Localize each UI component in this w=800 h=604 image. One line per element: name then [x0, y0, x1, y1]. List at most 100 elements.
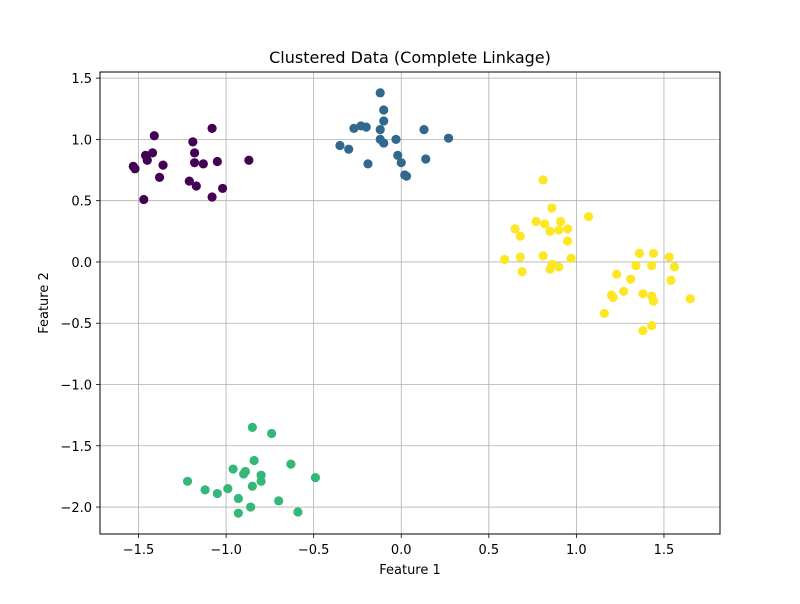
data-point	[239, 469, 249, 479]
data-point	[563, 224, 573, 234]
data-point	[647, 261, 657, 271]
data-point	[666, 275, 676, 285]
data-point	[247, 481, 257, 491]
data-point	[540, 219, 550, 229]
data-point	[191, 181, 201, 191]
data-point	[335, 140, 345, 151]
data-point	[391, 134, 401, 145]
x-tick-label: 0.5	[478, 543, 499, 558]
data-point	[200, 485, 210, 495]
data-point	[375, 124, 385, 135]
data-point	[554, 262, 564, 272]
data-point	[393, 150, 403, 160]
y-tick-label: 0.0	[71, 256, 92, 271]
data-point	[361, 122, 371, 132]
data-point	[443, 133, 454, 143]
y-tick-label: −2.0	[60, 501, 92, 516]
data-point	[545, 226, 555, 236]
data-point	[217, 183, 228, 194]
data-point	[599, 308, 610, 319]
y-tick-label: −1.5	[60, 440, 92, 455]
data-point	[189, 158, 200, 168]
data-point	[648, 296, 659, 306]
data-point	[267, 428, 277, 439]
y-tick-label: 0.5	[71, 195, 92, 210]
data-point	[130, 164, 140, 174]
data-point	[379, 116, 389, 126]
data-point	[212, 488, 222, 499]
data-point	[244, 155, 254, 165]
data-point	[612, 269, 622, 279]
data-point	[608, 292, 618, 303]
data-point	[531, 216, 541, 227]
x-tick-label: 0.0	[391, 543, 412, 558]
x-tick-label: −0.5	[298, 543, 330, 558]
chart-title: Clustered Data (Complete Linkage)	[269, 48, 551, 67]
data-point	[634, 248, 645, 258]
data-point	[566, 253, 576, 263]
data-point	[375, 88, 385, 98]
data-point	[207, 123, 217, 133]
data-points	[128, 88, 695, 518]
plot-frame	[99, 71, 721, 535]
x-tick-label: −1.0	[210, 543, 242, 558]
data-point	[349, 123, 359, 133]
data-point	[396, 158, 406, 168]
data-point	[554, 225, 564, 235]
data-point	[515, 252, 525, 262]
data-point	[563, 236, 573, 246]
data-point	[189, 148, 200, 158]
data-point	[249, 455, 259, 466]
y-tick-label: −1.0	[60, 378, 92, 393]
x-tick-label: 1.0	[566, 543, 587, 558]
data-point	[556, 216, 566, 227]
data-point	[547, 203, 557, 213]
data-point	[538, 175, 548, 185]
data-point	[198, 159, 208, 169]
data-point	[293, 507, 303, 517]
data-point	[515, 231, 525, 241]
data-point	[499, 254, 510, 265]
data-point	[419, 124, 429, 135]
data-point	[545, 264, 555, 274]
data-point	[233, 508, 243, 518]
data-point	[149, 131, 159, 141]
data-point	[379, 138, 389, 148]
x-axis-label: Feature 1	[379, 563, 441, 578]
data-point	[147, 148, 158, 158]
x-tick-label: 1.5	[654, 543, 675, 558]
data-point	[182, 476, 193, 486]
data-point	[188, 137, 198, 147]
grid-lines	[100, 72, 720, 534]
data-point	[154, 172, 165, 182]
data-point	[274, 496, 284, 506]
data-point	[379, 105, 389, 115]
data-point	[207, 192, 217, 202]
data-point	[421, 154, 431, 164]
data-point	[256, 476, 266, 486]
data-point	[648, 248, 659, 258]
data-point	[344, 144, 354, 154]
data-point	[246, 502, 256, 512]
data-point	[158, 160, 168, 170]
data-point	[685, 294, 695, 304]
data-point	[638, 289, 648, 299]
data-point	[638, 325, 648, 336]
data-point	[184, 176, 194, 186]
data-point	[139, 194, 149, 205]
y-tick-label: 1.5	[71, 72, 92, 87]
y-axis-label: Feature 2	[37, 272, 52, 334]
data-point	[517, 267, 527, 277]
data-point	[401, 171, 412, 181]
data-point	[538, 251, 548, 261]
data-point	[363, 159, 373, 169]
data-point	[510, 224, 520, 234]
data-point	[286, 459, 296, 469]
data-point	[233, 493, 243, 504]
y-tick-label: −0.5	[60, 317, 92, 332]
data-point	[223, 484, 233, 494]
data-point	[669, 262, 680, 272]
